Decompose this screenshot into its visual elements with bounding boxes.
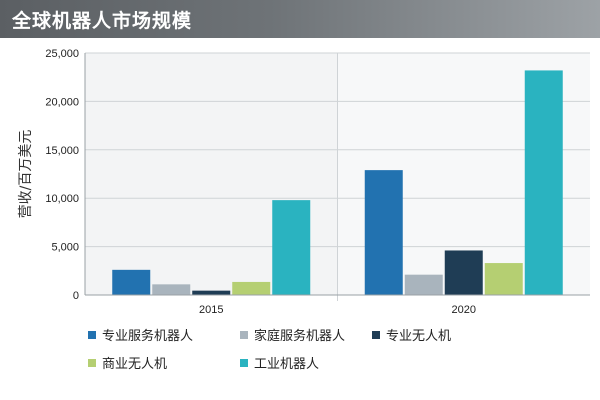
y-axis-label: 营收/百万美元 (18, 130, 34, 219)
legend-swatch (240, 331, 248, 339)
y-tick-label: 20,000 (45, 96, 79, 108)
bars (112, 70, 563, 295)
legend-label: 家庭服务机器人 (254, 328, 345, 344)
bar-2020-series-2 (404, 274, 443, 295)
y-tick-label: 5,000 (51, 242, 79, 254)
bar-2015-series-1 (112, 269, 151, 295)
y-tick-label: 15,000 (45, 145, 79, 157)
y-tick-label: 0 (73, 290, 79, 302)
bar-2020-series-1 (364, 170, 403, 295)
bar-2015-series-2 (152, 284, 191, 295)
axes (84, 53, 590, 296)
bar-2020-series-4 (484, 263, 523, 295)
legend-label: 专业无人机 (386, 329, 451, 344)
y-tick-label: 25,000 (45, 48, 79, 60)
legend-swatch (88, 359, 96, 367)
legend-label: 专业服务机器人 (102, 328, 193, 344)
legend-label: 商业无人机 (102, 357, 167, 372)
x-category-label: 2020 (452, 304, 476, 316)
bar-2020-series-5 (524, 70, 563, 295)
bar-2015-series-3 (192, 290, 231, 295)
legend-swatch (372, 331, 380, 339)
bar-2015-series-5 (272, 200, 311, 295)
x-axis-categories: 2015 2020 (199, 304, 476, 316)
legend-swatch (240, 359, 248, 367)
bar-2020-series-3 (444, 250, 483, 295)
x-category-label: 2015 (199, 304, 223, 316)
title-bar: 全球机器人市场规模 (0, 0, 600, 38)
legend-label: 工业机器人 (254, 357, 319, 372)
y-axis-ticks: 0 5,000 10,000 15,000 20,000 25,000 (45, 48, 79, 302)
y-tick-label: 10,000 (45, 193, 79, 205)
chart-title: 全球机器人市场规模 (12, 10, 193, 32)
bar-2015-series-4 (232, 281, 271, 295)
legend-swatch (88, 331, 96, 339)
